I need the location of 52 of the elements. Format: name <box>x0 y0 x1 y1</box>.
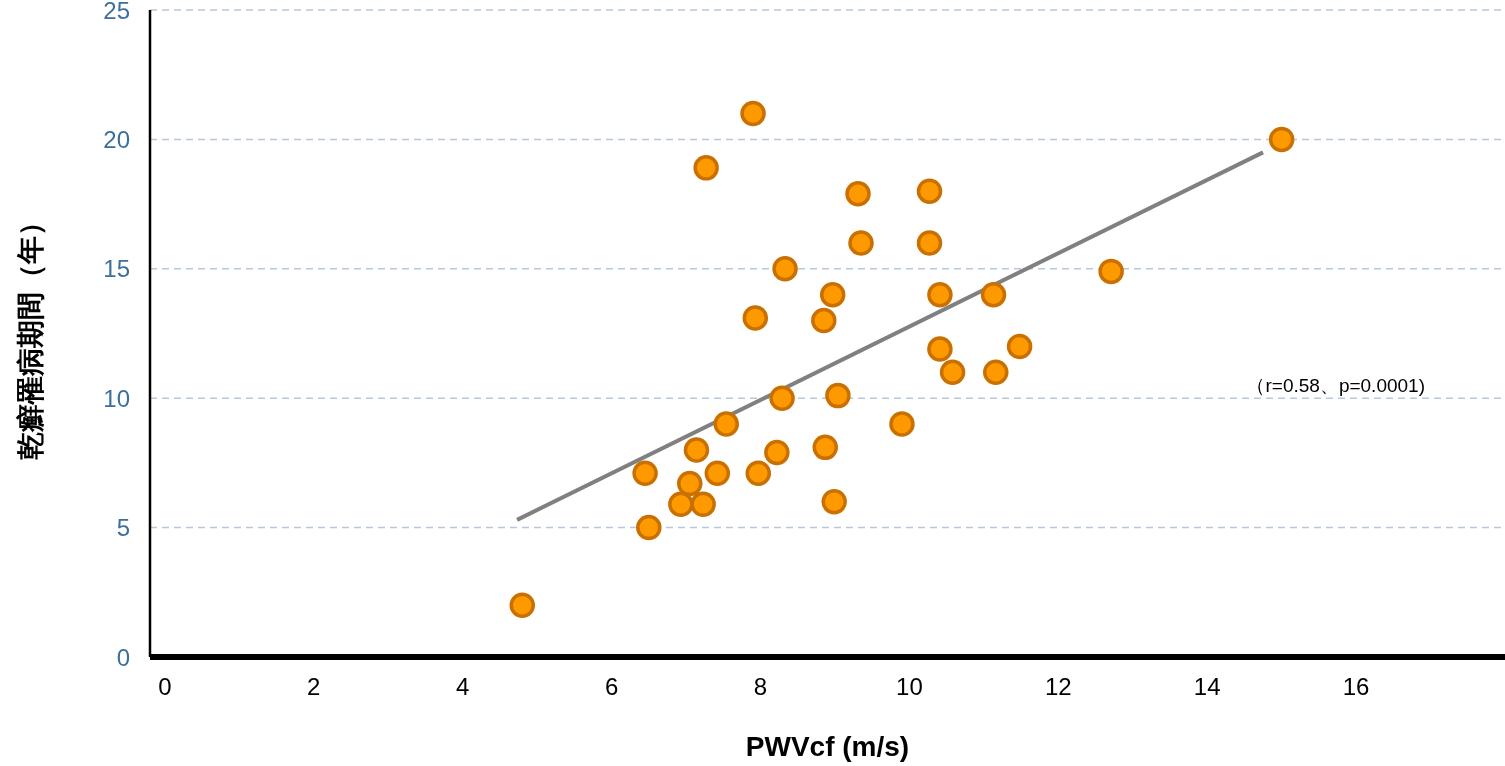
point <box>1098 258 1124 285</box>
point <box>811 307 837 334</box>
point <box>927 281 953 308</box>
point <box>668 491 694 518</box>
point <box>848 230 874 256</box>
point <box>742 305 769 331</box>
point <box>636 514 662 541</box>
x-axis-title: PWVcf (m/s) <box>745 731 910 762</box>
y-tick-label: 15 <box>103 255 130 283</box>
point <box>745 460 772 486</box>
point <box>677 470 703 497</box>
x-tick-label: 2 <box>307 673 321 700</box>
y-tick-label: 0 <box>116 643 130 671</box>
point <box>927 336 953 362</box>
x-tick-label: 14 <box>1193 673 1221 700</box>
point <box>690 491 716 518</box>
x-tick-label: 10 <box>896 673 923 700</box>
x-tick-label: 12 <box>1044 673 1072 700</box>
y-tick-label: 25 <box>103 0 130 24</box>
point <box>764 439 790 466</box>
point <box>1006 333 1033 360</box>
x-tick-label: 6 <box>604 673 619 700</box>
point <box>509 592 535 618</box>
point <box>889 411 915 437</box>
point <box>713 411 739 437</box>
point <box>772 256 798 282</box>
point <box>1268 126 1295 153</box>
point <box>704 460 731 486</box>
point <box>819 281 846 308</box>
point <box>939 359 966 386</box>
point <box>916 178 943 204</box>
y-tick-label: 10 <box>103 384 130 412</box>
point <box>769 385 795 411</box>
point <box>740 100 766 127</box>
x-tick-label: 4 <box>456 673 470 700</box>
x-tick-label: 16 <box>1342 673 1370 700</box>
annotation: （r=0.58、p=0.0001) <box>1246 374 1425 396</box>
point <box>821 488 847 515</box>
point <box>916 230 943 256</box>
point <box>683 437 710 463</box>
y-tick-label: 20 <box>103 125 130 153</box>
point <box>812 434 839 461</box>
point <box>825 382 851 409</box>
point <box>693 155 719 181</box>
x-tick-label: 8 <box>753 673 768 700</box>
x-tick-label: 0 <box>158 673 172 700</box>
point <box>980 281 1007 308</box>
y-axis-title: 乾癬罹病期間（年） <box>15 207 46 460</box>
y-tick-label: 5 <box>116 514 130 542</box>
point <box>632 460 658 486</box>
point <box>983 359 1009 386</box>
point <box>845 181 871 207</box>
